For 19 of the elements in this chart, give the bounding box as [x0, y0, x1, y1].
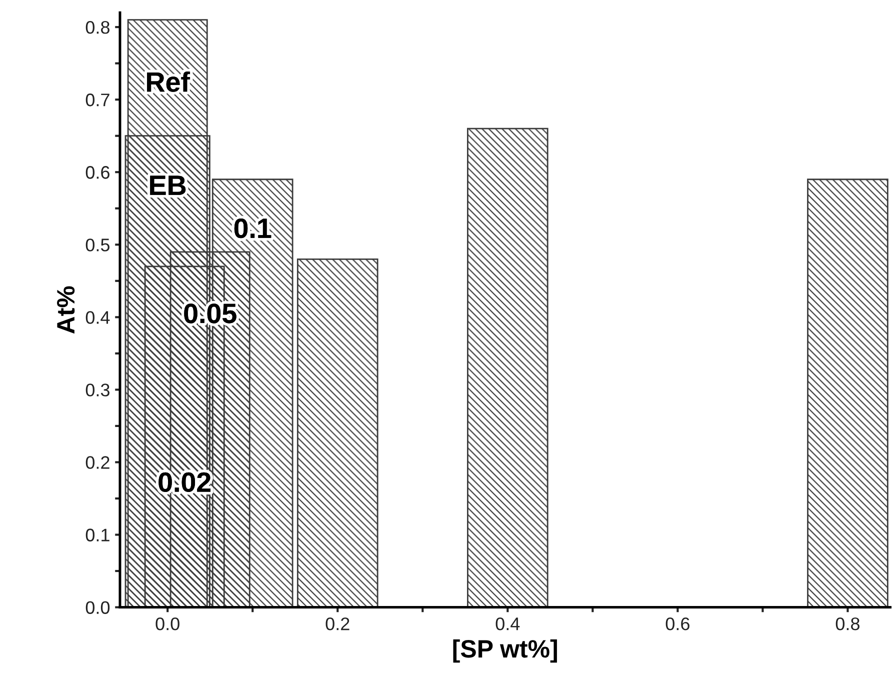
y-tick-label: 0.1	[86, 528, 110, 542]
y-tick-label: 0.5	[86, 238, 110, 252]
y-tick-label: 0.4	[86, 311, 110, 324]
y-tick-label: 0.6	[86, 166, 110, 179]
y-tick-label: 0.2	[86, 456, 110, 469]
x-tick-label: 0.6	[666, 617, 690, 630]
x-tick-label: 0.4	[496, 617, 520, 630]
y-tick-label: 0.0	[86, 601, 110, 614]
x-tick-label: 0.2	[326, 617, 350, 630]
bar	[466, 128, 548, 608]
bar	[296, 258, 378, 608]
x-axis-title: [SP wt%]	[453, 639, 557, 663]
bar	[807, 178, 888, 608]
y-tick-label: 0.3	[86, 384, 110, 396]
x-tick-label: 0.8	[836, 617, 860, 630]
x-tick-label: 0.0	[156, 617, 180, 630]
y-tick-label: 0.7	[86, 94, 110, 106]
y-axis-title: At%	[57, 286, 75, 334]
y-tick-label: 0.8	[86, 21, 110, 34]
